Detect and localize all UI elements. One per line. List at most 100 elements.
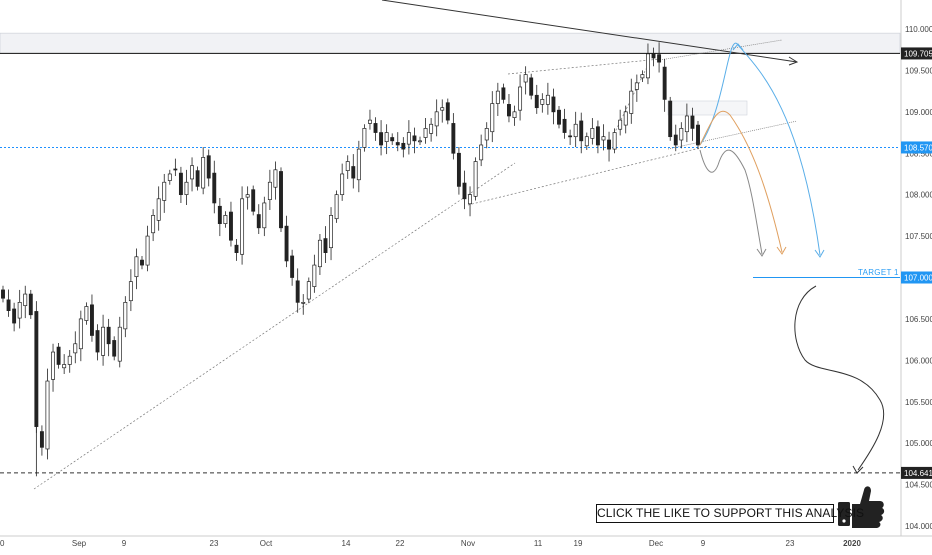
y-tick-label: 109.000 bbox=[905, 108, 932, 117]
candle-body bbox=[640, 74, 645, 79]
thumbs-up-icon[interactable] bbox=[838, 486, 885, 528]
candle-body bbox=[696, 124, 700, 146]
x-tick-label: 23 bbox=[786, 539, 795, 548]
candle-body bbox=[212, 172, 217, 204]
price-levels bbox=[0, 52, 900, 474]
price-tags: 109.705 108.570 107.000 104.641 bbox=[901, 47, 932, 479]
candle-body bbox=[612, 132, 617, 150]
candle-body bbox=[106, 326, 111, 345]
projection-blue-tip bbox=[732, 43, 744, 51]
candle-body bbox=[512, 111, 517, 118]
candle-body bbox=[295, 280, 300, 303]
candle-body bbox=[668, 100, 673, 138]
candle-body bbox=[423, 128, 428, 138]
y-tick-label: 105.500 bbox=[905, 398, 932, 407]
candle-body bbox=[78, 318, 83, 350]
candle-body bbox=[662, 66, 667, 100]
x-tick-label: Sep bbox=[72, 539, 87, 548]
candle-body bbox=[223, 215, 228, 225]
candle-body bbox=[690, 115, 695, 129]
candle-body bbox=[156, 198, 161, 221]
candle-body bbox=[184, 181, 189, 196]
candle-body bbox=[190, 165, 194, 180]
projection-black bbox=[794, 285, 885, 471]
candle-body bbox=[117, 326, 122, 362]
candle-body bbox=[323, 238, 328, 253]
x-tick-label: 22 bbox=[396, 539, 405, 548]
projection-grey-arrow bbox=[756, 248, 767, 257]
candle-body bbox=[262, 202, 267, 229]
y-tick-label: 109.500 bbox=[905, 66, 932, 75]
candle-body bbox=[62, 364, 67, 369]
candle-body bbox=[406, 132, 411, 145]
candle-body bbox=[201, 157, 206, 189]
support-trendline-1 bbox=[33, 162, 516, 490]
candle-body bbox=[173, 168, 178, 171]
price-tag bbox=[901, 141, 932, 154]
y-tick-label: 106.500 bbox=[905, 315, 932, 324]
wedge-upper bbox=[667, 120, 798, 150]
candle-body bbox=[390, 137, 395, 142]
candle-body bbox=[568, 135, 573, 138]
y-tick-label: 108.000 bbox=[905, 191, 932, 200]
candle-body bbox=[90, 304, 94, 336]
candle-body bbox=[12, 308, 17, 324]
candle-body bbox=[518, 86, 523, 111]
candle-body bbox=[140, 259, 144, 266]
y-tick-label: 110.000 bbox=[905, 25, 932, 34]
projection-blue bbox=[699, 42, 821, 256]
candle-body bbox=[67, 355, 72, 365]
candle-body bbox=[607, 139, 611, 150]
candle-body bbox=[134, 256, 139, 278]
candle-body bbox=[451, 123, 456, 154]
candle-body bbox=[545, 94, 550, 105]
candle-body bbox=[334, 194, 339, 220]
candle-body bbox=[167, 173, 172, 181]
candle-body bbox=[145, 235, 150, 266]
candle-body bbox=[590, 128, 595, 139]
y-tick-label: 104.500 bbox=[905, 481, 932, 490]
candle-body bbox=[39, 431, 44, 448]
candle-body bbox=[279, 171, 283, 229]
candle-body bbox=[245, 194, 250, 198]
price-tag bbox=[901, 466, 932, 479]
candle-body bbox=[384, 132, 389, 143]
x-tick-label: Dec bbox=[649, 539, 663, 548]
like-call-to-action[interactable]: CLICK THE LIKE TO SUPPORT THIS ANALYSIS bbox=[596, 504, 864, 523]
candle-body bbox=[534, 94, 539, 109]
candle-body bbox=[251, 189, 256, 212]
candle-body bbox=[206, 155, 211, 179]
candle-body bbox=[373, 123, 378, 133]
candles bbox=[1, 42, 700, 477]
candle-body bbox=[618, 119, 623, 130]
candle-body bbox=[429, 123, 434, 134]
candle-body bbox=[162, 181, 167, 201]
candle-body bbox=[151, 215, 156, 234]
candle-body bbox=[679, 128, 684, 141]
candle-body bbox=[434, 111, 439, 127]
x-tick-label: 23 bbox=[210, 539, 219, 548]
candle-body bbox=[634, 82, 639, 90]
channel-upper bbox=[507, 58, 661, 75]
long-trendline-arrow bbox=[788, 56, 799, 66]
candle-body bbox=[440, 107, 445, 111]
candle-body bbox=[523, 74, 528, 83]
candle-body bbox=[84, 306, 89, 321]
candle-body bbox=[34, 311, 39, 427]
resistance-zone bbox=[0, 32, 901, 54]
x-tick-label: 2020 bbox=[843, 539, 861, 548]
candle-body bbox=[684, 115, 689, 133]
candle-body bbox=[412, 135, 417, 142]
candle-body bbox=[317, 239, 322, 268]
candle-body bbox=[195, 170, 200, 187]
candle-body bbox=[529, 77, 534, 96]
candle-body bbox=[584, 136, 589, 147]
candle-body bbox=[462, 182, 467, 200]
candle-body bbox=[551, 96, 556, 113]
x-tick-label: Nov bbox=[461, 539, 475, 548]
candle-body bbox=[484, 128, 489, 141]
candle-body bbox=[290, 255, 295, 278]
